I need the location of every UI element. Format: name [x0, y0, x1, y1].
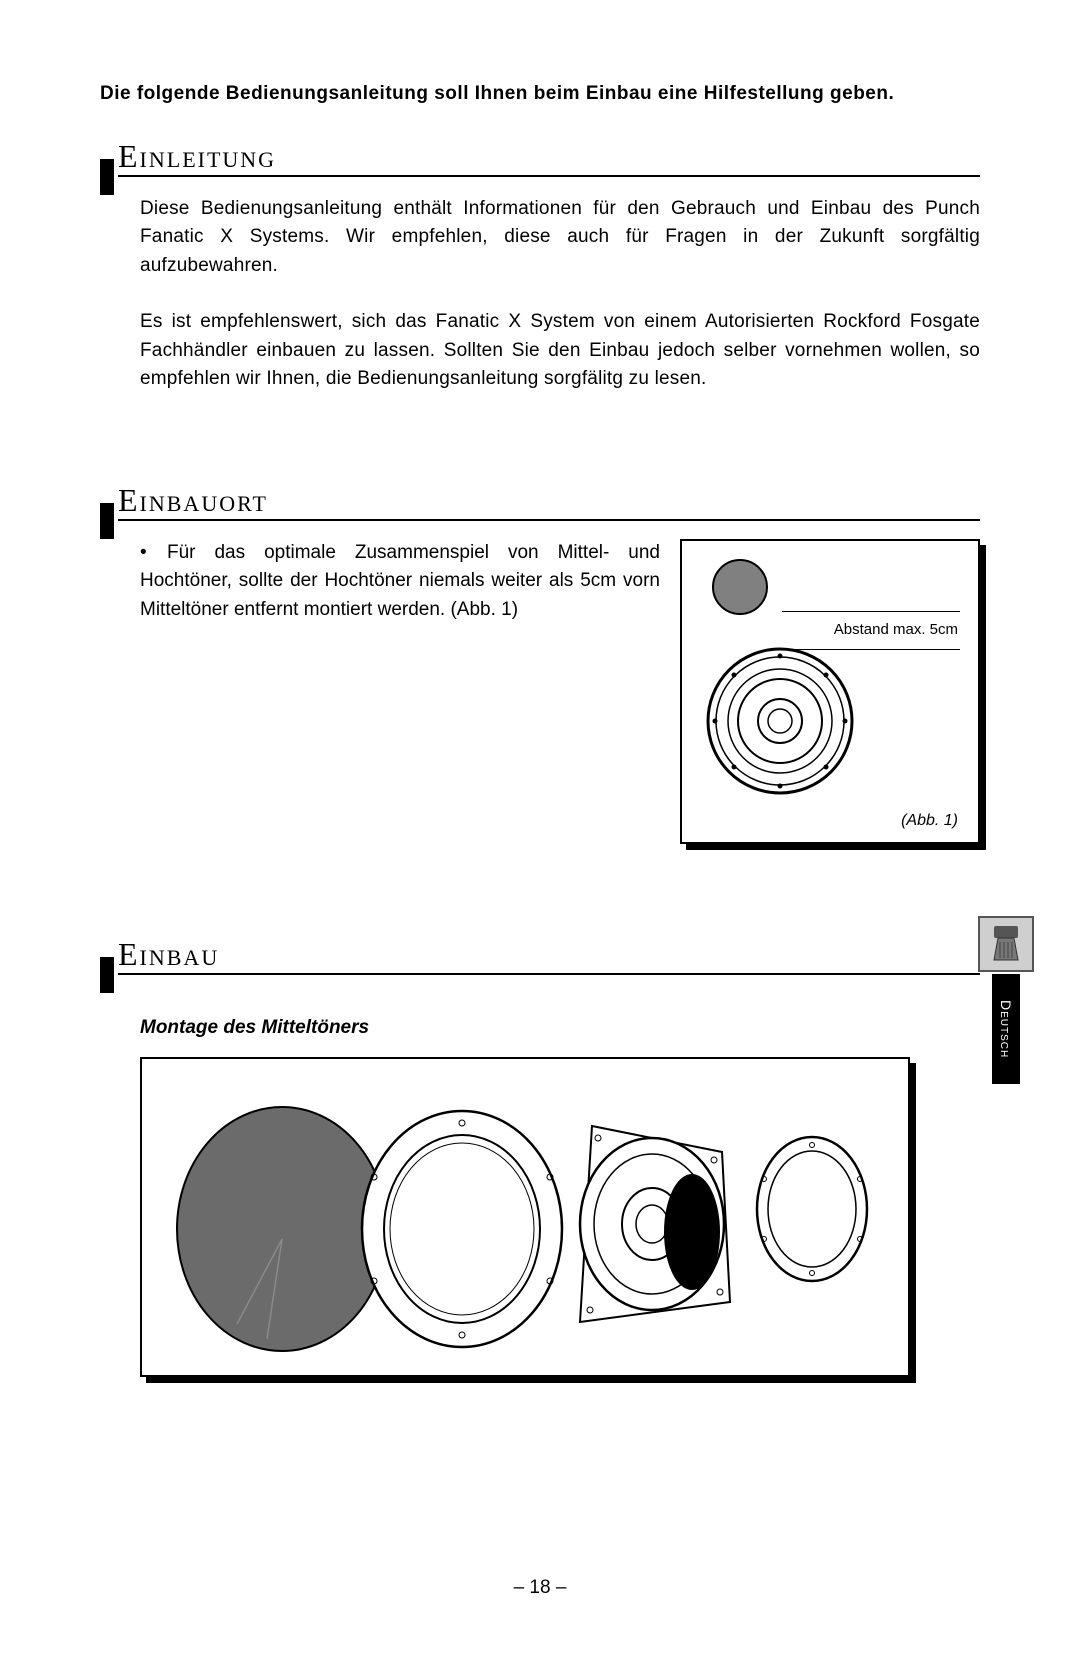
figure-1: Abstand max. 5cm (Abb. 1) [680, 539, 980, 844]
woofer-icon [700, 641, 860, 801]
heading-text: Einbau [118, 936, 980, 975]
section-heading-einbau: Einbau [100, 936, 980, 993]
tweeter-icon [712, 559, 768, 615]
heading-accent-block [100, 957, 114, 993]
heading-text: Einbauort [118, 482, 980, 521]
bullet-text: Für das optimale Zusammenspiel von Mitte… [140, 542, 660, 620]
intro-paragraph: Die folgende Bedienungsanleitung soll Ih… [100, 80, 980, 108]
figure-2-midrange-assembly [140, 1057, 910, 1377]
speaker-icon [978, 916, 1034, 972]
language-label: Deutsch [992, 974, 1020, 1084]
heading-text: Einleitung [118, 138, 980, 177]
distance-label: Abstand max. 5cm [834, 621, 958, 638]
section-heading-einleitung: Einleitung [100, 138, 980, 195]
figure-1-caption: (Abb. 1) [901, 812, 958, 830]
exploded-speaker-icon [142, 1059, 910, 1377]
einleitung-para-1: Diese Bedienungsanleitung enthält Inform… [140, 195, 980, 281]
heading-accent-block [100, 159, 114, 195]
distance-line-top [782, 611, 960, 613]
section-heading-einbauort: Einbauort [100, 482, 980, 539]
bullet-icon: • [140, 539, 148, 568]
language-tab: Deutsch [978, 916, 1034, 1084]
heading-accent-block [100, 503, 114, 539]
einbauort-bullet-1: • Für das optimale Zusammenspiel von Mit… [140, 539, 660, 625]
einbau-subheading: Montage des Mitteltöners [140, 1017, 980, 1039]
einleitung-para-2: Es ist empfehlenswert, sich das Fanatic … [140, 308, 980, 394]
page-number: – 18 – [0, 1577, 1080, 1599]
